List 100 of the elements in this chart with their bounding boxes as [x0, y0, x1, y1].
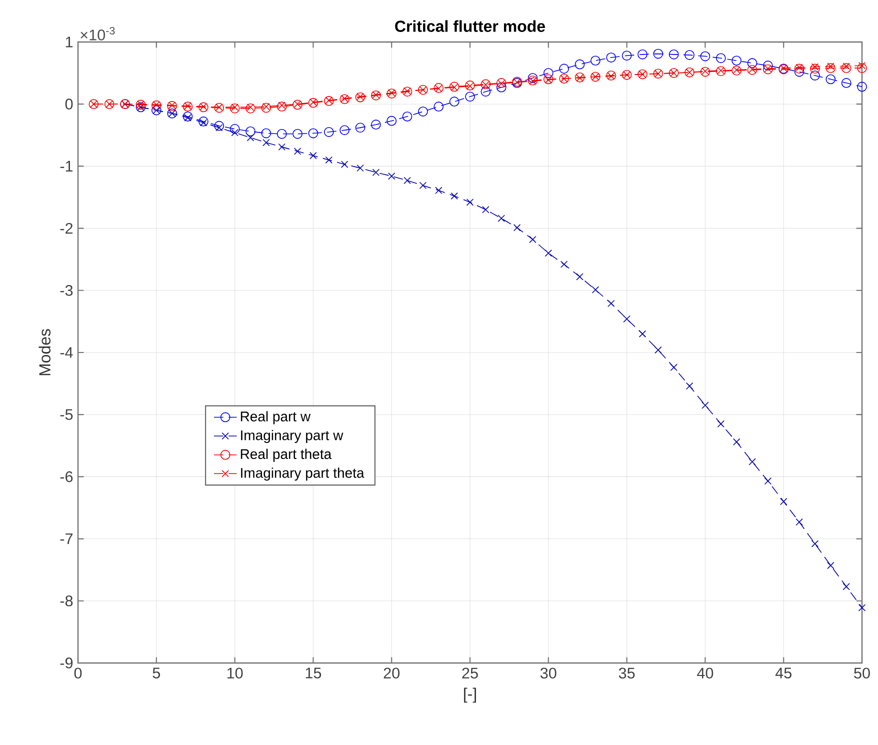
point: [670, 364, 678, 371]
point: [529, 236, 536, 244]
point: [230, 104, 240, 114]
legend-label: Real part w: [240, 411, 311, 424]
point: [308, 128, 318, 138]
point: [560, 260, 568, 268]
point: [608, 300, 615, 308]
point: [262, 138, 270, 146]
point: [858, 604, 866, 612]
point: [276, 128, 287, 139]
y-tick-label: -7: [60, 534, 73, 544]
point: [513, 224, 521, 232]
point: [528, 73, 538, 83]
point: [668, 49, 679, 60]
point: [231, 129, 238, 136]
point: [261, 128, 272, 138]
point: [654, 346, 662, 354]
point: [700, 51, 710, 62]
point: [717, 420, 724, 428]
point: [324, 127, 334, 137]
x-tick-label: 45: [775, 668, 792, 678]
x-tick-label: 35: [618, 668, 635, 679]
point: [764, 477, 772, 485]
point: [434, 102, 444, 112]
point: [340, 160, 348, 168]
point: [732, 438, 740, 446]
point: [498, 214, 505, 222]
point: [246, 126, 256, 136]
legend-label: Imaginary part theta: [241, 468, 364, 481]
point: [278, 143, 286, 151]
point: [482, 206, 490, 214]
x-tick-label: 15: [306, 668, 322, 678]
point: [246, 134, 254, 142]
point: [278, 102, 286, 109]
point: [404, 176, 411, 184]
point: [419, 182, 427, 190]
point: [592, 286, 600, 294]
y-tick-label: 1: [66, 36, 73, 48]
point: [435, 186, 442, 194]
point: [590, 56, 600, 66]
point: [184, 114, 192, 122]
point: [732, 56, 742, 66]
point: [842, 62, 850, 70]
point: [559, 64, 570, 74]
point: [543, 68, 554, 78]
point: [716, 53, 726, 64]
legend-label: Imaginary part w: [241, 430, 344, 444]
point: [496, 82, 506, 92]
x-tick-label: 20: [384, 668, 400, 679]
point: [214, 120, 224, 131]
point: [810, 64, 820, 74]
point: [576, 273, 584, 280]
point: [574, 59, 585, 70]
legend-label: Real part theta: [240, 448, 332, 462]
y-tick-label: -3: [60, 284, 73, 296]
point: [684, 50, 694, 60]
point: [230, 124, 240, 134]
point: [810, 70, 820, 80]
y-tick-label: -6: [60, 471, 73, 482]
point: [386, 116, 397, 126]
y-tick-label: -9: [60, 658, 73, 668]
point: [653, 48, 664, 59]
x-tick-label: 10: [227, 668, 243, 679]
point: [355, 122, 366, 133]
point: [276, 102, 287, 112]
x-tick-label: 50: [854, 668, 870, 679]
point: [796, 64, 803, 72]
point: [827, 62, 834, 70]
point: [198, 116, 208, 126]
x-tick-label: 30: [540, 668, 556, 679]
point: [544, 250, 552, 257]
point: [748, 458, 756, 466]
point: [261, 102, 272, 113]
y-tick-label: -5: [60, 409, 73, 420]
point: [827, 562, 834, 570]
point: [794, 66, 804, 77]
point: [388, 172, 396, 180]
point: [465, 92, 475, 102]
point: [370, 120, 381, 130]
point: [402, 112, 412, 122]
point: [294, 148, 302, 155]
point: [466, 198, 474, 206]
y-tick-label: -4: [60, 347, 73, 358]
x-tick-label: 40: [697, 668, 714, 679]
y-axis-title: Modes: [38, 329, 50, 376]
point: [842, 583, 850, 590]
point: [794, 64, 804, 74]
point: [857, 63, 867, 74]
point: [623, 315, 630, 323]
point: [638, 330, 646, 338]
point: [246, 104, 254, 111]
point: [826, 63, 836, 74]
point: [811, 63, 819, 70]
point: [262, 102, 270, 110]
point: [216, 124, 223, 132]
point: [606, 52, 616, 62]
point: [622, 50, 632, 61]
point: [762, 60, 773, 71]
x-tick-label: 5: [152, 668, 160, 678]
y-tick-label: -1: [60, 160, 73, 172]
